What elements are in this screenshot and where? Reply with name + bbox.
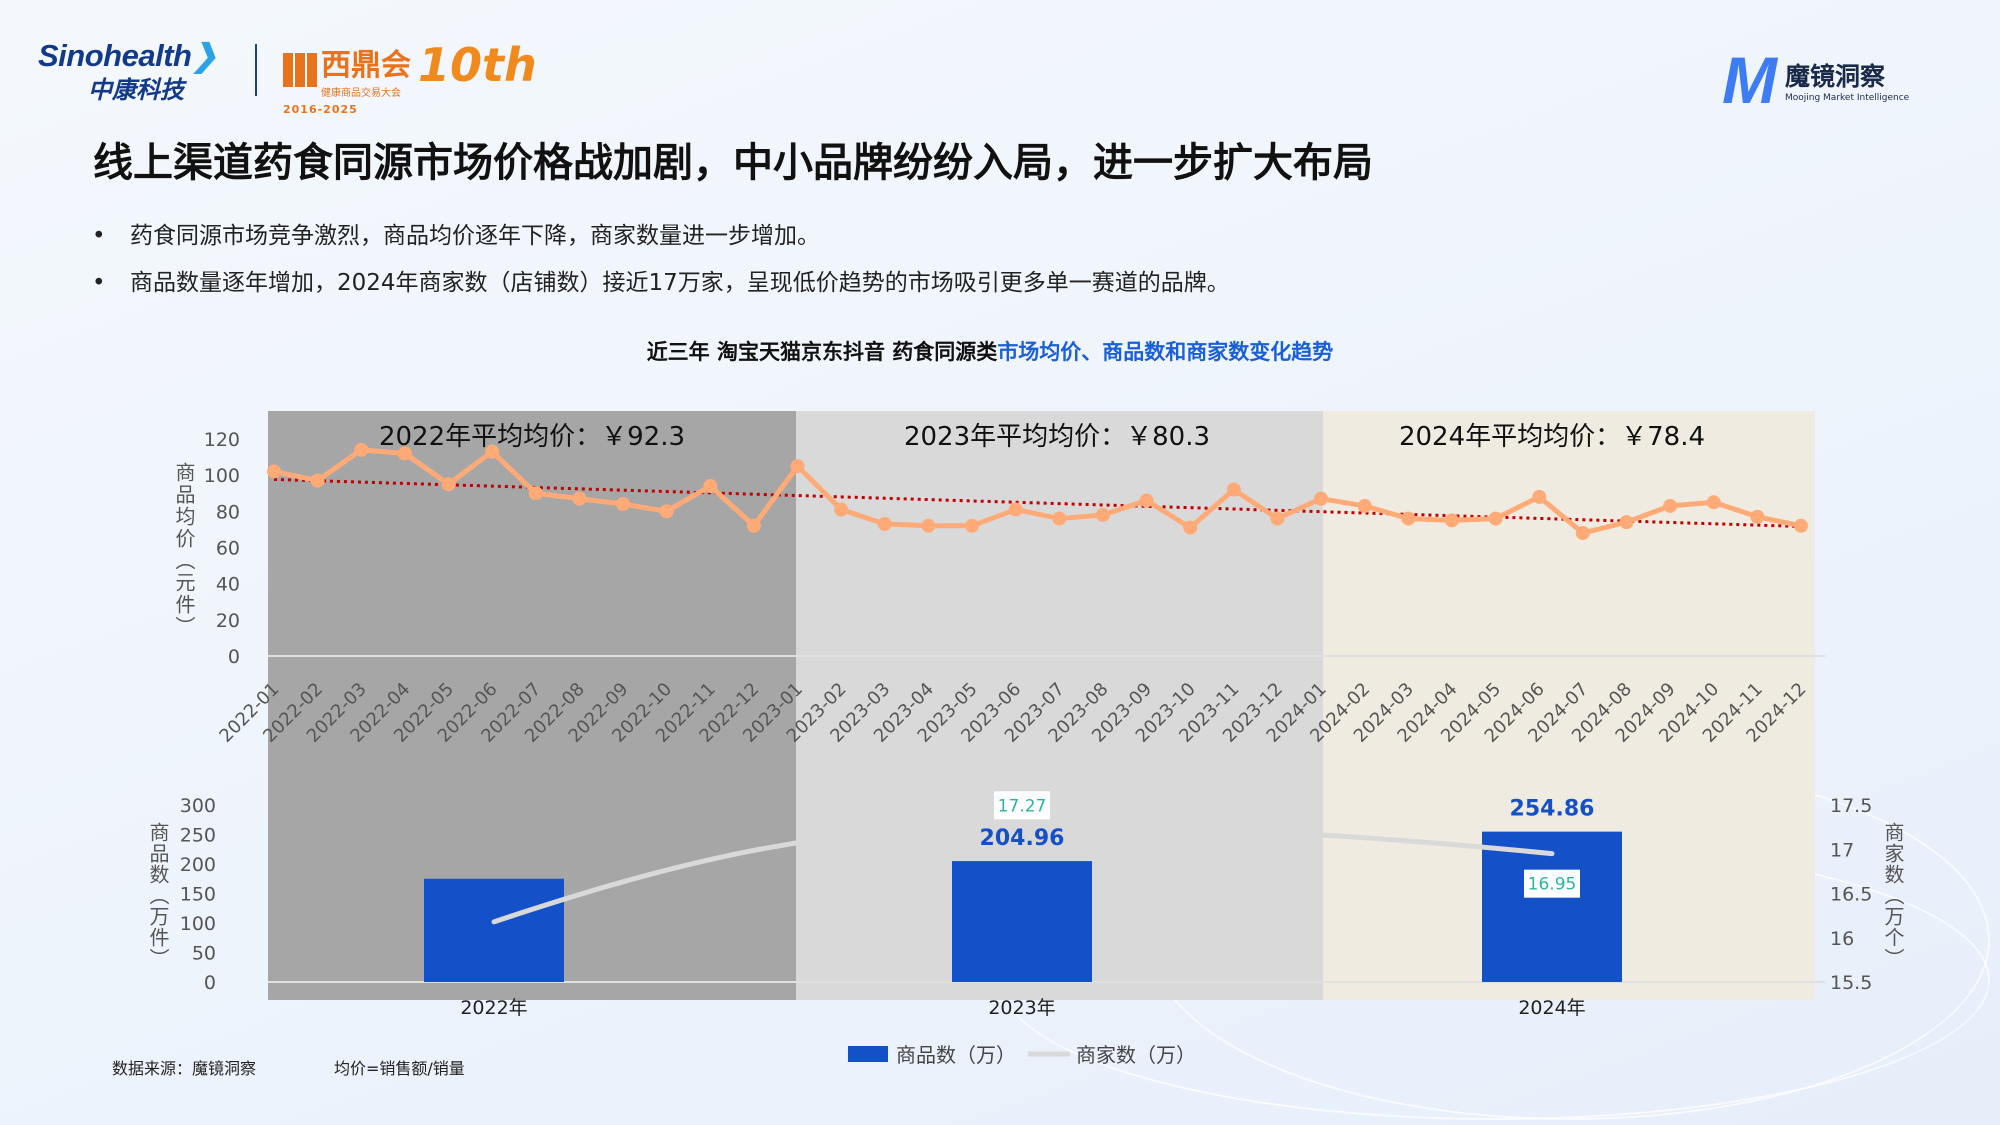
bar-y-tick-label: 250 xyxy=(180,825,216,847)
bullet-item: • 商品数量逐年增加，2024年商家数（店铺数）接近17万家，呈现低价趋势的市场吸… xyxy=(92,270,1230,296)
logo-divider xyxy=(255,44,257,96)
bar-y2-tick-label: 16 xyxy=(1830,928,1854,950)
price-point xyxy=(1357,498,1372,513)
price-point xyxy=(1532,489,1547,504)
price-point xyxy=(1488,511,1503,526)
y-tick-label: 20 xyxy=(216,610,240,632)
price-point xyxy=(1008,502,1023,517)
grid-logo-icon xyxy=(283,52,317,87)
legend-bar-swatch xyxy=(848,1046,888,1062)
y-tick-label: 120 xyxy=(204,429,240,451)
price-point xyxy=(1794,518,1808,533)
price-point xyxy=(1401,511,1416,526)
average-price-annotation: 2024年平均均价：￥78.4 xyxy=(1399,422,1705,452)
price-point xyxy=(485,444,500,459)
moojing-logo: M 魔镜洞察 Moojing Market Intelligence xyxy=(1722,43,1910,117)
bar-y-axis-title: 商品数（万件） xyxy=(146,822,170,969)
merchant-data-label: 16.95 xyxy=(1528,875,1577,895)
price-point xyxy=(877,516,892,531)
price-point xyxy=(528,486,543,501)
xidinghui-logo: 西鼎会 健康商品交易大会 2016-2025 10th xyxy=(283,38,537,116)
bar-category-label: 2024年 xyxy=(1518,997,1585,1019)
price-line xyxy=(273,447,1802,536)
merchant-label-box xyxy=(994,791,1050,820)
product-count-bar xyxy=(952,861,1092,982)
price-point xyxy=(310,473,325,488)
price-point xyxy=(965,518,980,533)
y-axis-title: 商品均价（元件） xyxy=(172,462,196,638)
price-point xyxy=(441,477,456,492)
price-point xyxy=(1052,511,1067,526)
legend-merchant-count: 商家数（万） xyxy=(1076,1043,1196,1067)
price-point xyxy=(354,442,369,457)
price-point xyxy=(703,479,718,494)
average-price-annotation: 2023年平均均价：￥80.3 xyxy=(904,422,1210,452)
price-point xyxy=(397,446,412,461)
price-point xyxy=(1619,515,1634,530)
bar-data-label: 204.96 xyxy=(980,826,1065,851)
y-tick-label: 100 xyxy=(204,465,240,487)
bar-y2-tick-label: 17 xyxy=(1830,839,1854,861)
price-point xyxy=(746,518,761,533)
bar-category-label: 2022年 xyxy=(460,997,527,1019)
moojing-m-icon: M xyxy=(1722,43,1777,117)
price-point xyxy=(1575,526,1590,541)
merchant-label-box xyxy=(1524,869,1580,898)
price-point xyxy=(1706,495,1721,510)
price-point xyxy=(616,497,631,512)
product-count-bar xyxy=(1482,831,1622,982)
bullet-item: • 药食同源市场竞争激烈，商品均价逐年下降，商家数量进一步增加。 xyxy=(92,223,820,249)
bar-y-tick-label: 50 xyxy=(192,943,216,965)
price-point xyxy=(1226,482,1241,497)
price-point xyxy=(790,459,805,474)
price-point xyxy=(1750,509,1765,524)
y-tick-label: 40 xyxy=(216,574,240,596)
bar-y-tick-label: 0 xyxy=(204,972,216,994)
bar-category-label: 2023年 xyxy=(988,997,1055,1019)
price-point xyxy=(1095,507,1110,522)
price-note: 均价=销售额/销量 xyxy=(334,1059,465,1078)
bar-data-label: 254.86 xyxy=(1510,797,1595,822)
chart-title: 近三年 淘宝天猫京东抖音 药食同源类市场均价、商品数和商家数变化趋势 xyxy=(646,340,1334,364)
price-point xyxy=(267,464,281,479)
bar-y2-axis-title: 商家数（万个） xyxy=(1881,822,1905,969)
price-point xyxy=(1139,493,1154,508)
product-count-bar xyxy=(424,878,564,982)
price-point xyxy=(1314,491,1329,506)
merchant-count-line xyxy=(491,822,1555,925)
y-tick-label: 0 xyxy=(228,646,240,668)
bar-y2-tick-label: 15.5 xyxy=(1830,972,1872,994)
price-point xyxy=(1270,511,1285,526)
legend-product-count: 商品数（万） xyxy=(896,1043,1016,1067)
bar-y-tick-label: 200 xyxy=(180,854,216,876)
bar-y2-tick-label: 16.5 xyxy=(1830,884,1872,906)
bar-y-tick-label: 100 xyxy=(180,913,216,935)
price-point xyxy=(834,502,849,517)
price-point xyxy=(921,518,936,533)
y-tick-label: 80 xyxy=(216,501,240,523)
bar-y-tick-label: 300 xyxy=(180,795,216,817)
bar-y2-tick-label: 17.5 xyxy=(1830,795,1872,817)
price-point xyxy=(1663,498,1678,513)
bar-y-tick-label: 150 xyxy=(180,884,216,906)
price-point xyxy=(1183,520,1198,535)
price-point xyxy=(659,504,674,519)
sinohealth-logo: Sinohealth❯ 中康科技 xyxy=(38,38,217,104)
page-title: 线上渠道药食同源市场价格战加剧，中小品牌纷纷入局，进一步扩大布局 xyxy=(93,140,1373,186)
price-point xyxy=(572,491,587,506)
y-tick-label: 60 xyxy=(216,538,240,560)
data-source: 数据来源：魔镜洞察 xyxy=(112,1059,257,1078)
average-price-annotation: 2022年平均均价：￥92.3 xyxy=(379,422,685,452)
price-point xyxy=(1444,513,1459,528)
merchant-data-label: 17.27 xyxy=(998,796,1047,816)
